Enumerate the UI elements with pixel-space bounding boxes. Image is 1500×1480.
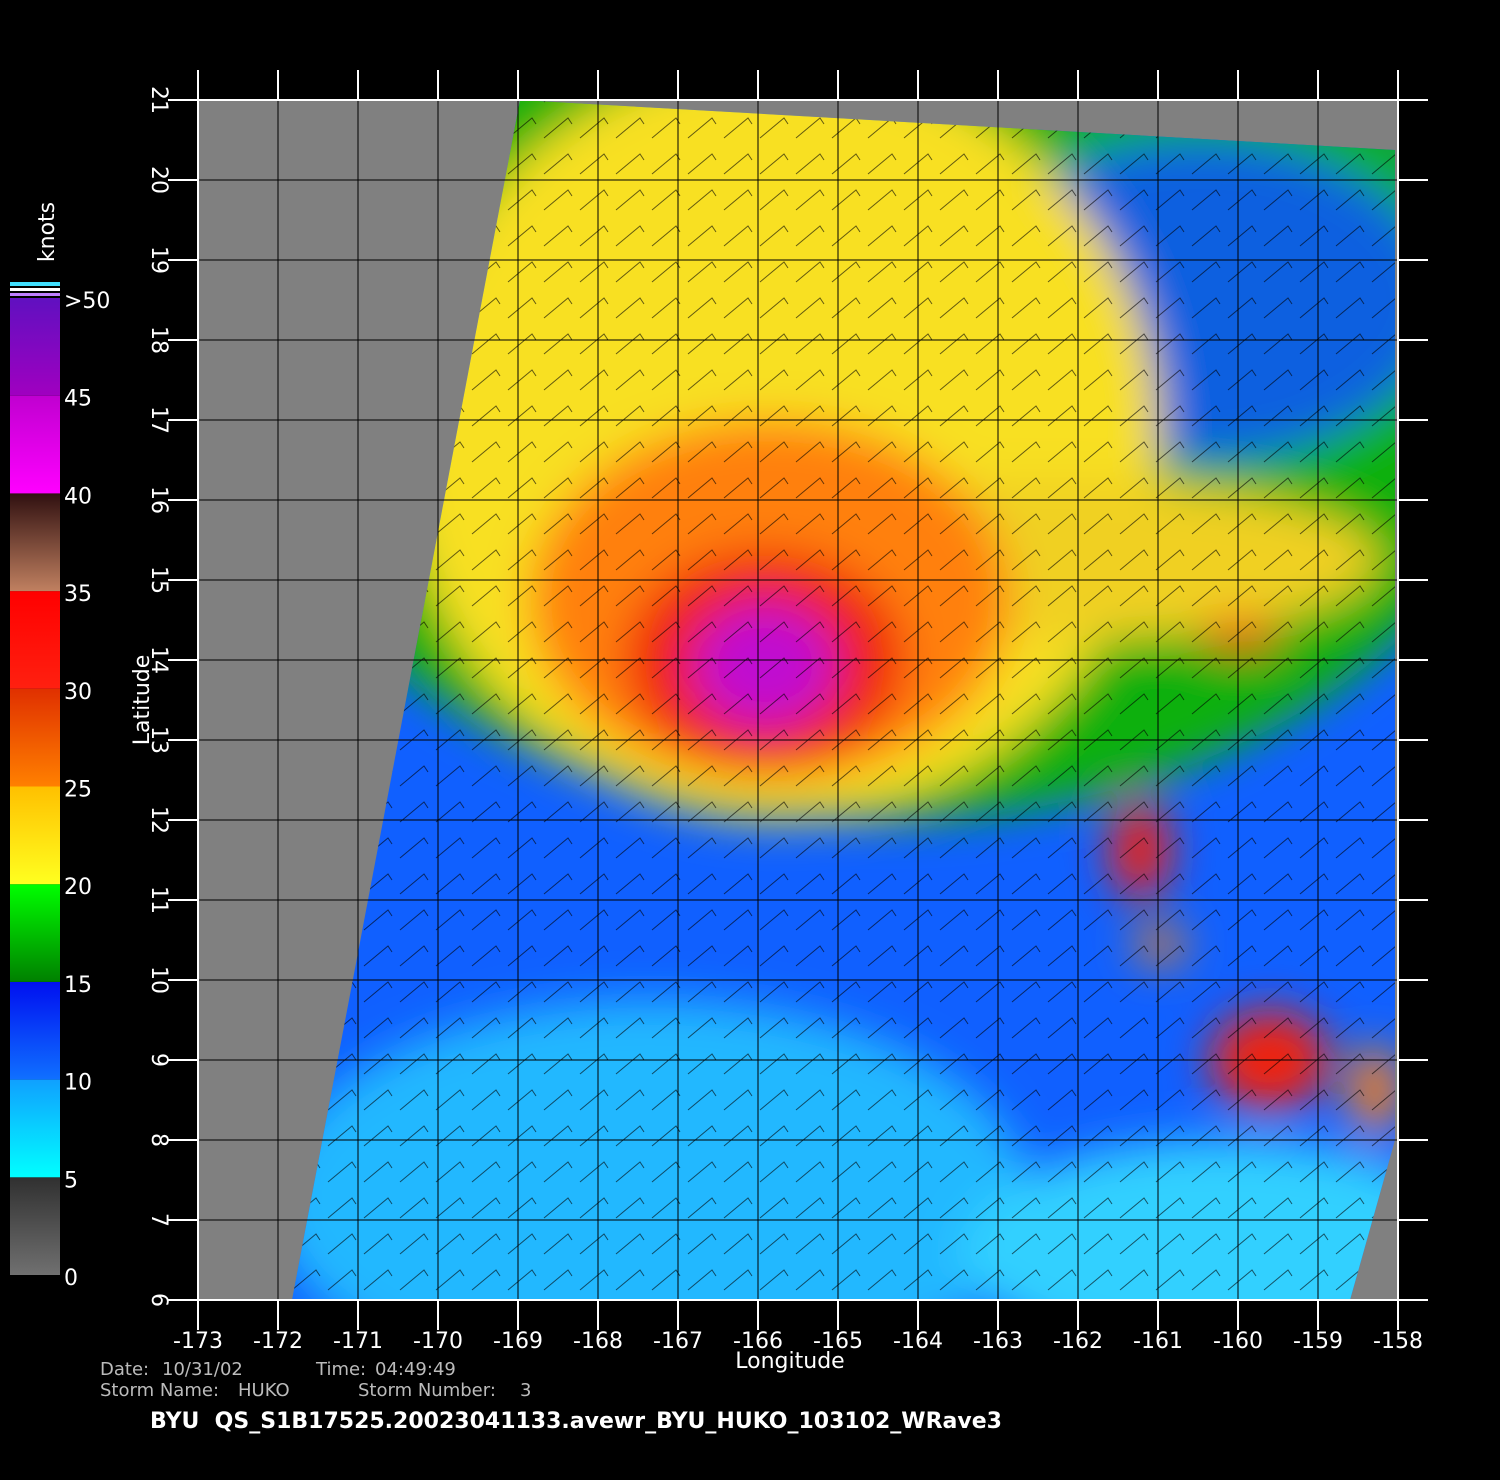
colorbar-label: >50 — [64, 289, 110, 314]
x-tick-label: -165 — [813, 1329, 863, 1354]
date-label: Date: — [100, 1359, 149, 1380]
y-tick-label: 19 — [146, 246, 171, 274]
colorbar-segment — [10, 786, 60, 885]
colorbar-label: 30 — [64, 680, 92, 705]
y-tick-label: 17 — [146, 406, 171, 434]
x-tick-label: -158 — [1373, 1329, 1423, 1354]
x-axis-title: Longitude — [735, 1349, 844, 1374]
colorbar-label: 20 — [64, 875, 92, 900]
y-tick-label: 15 — [146, 566, 171, 594]
plot-frame — [197, 99, 1399, 1301]
y-tick-label: 16 — [146, 486, 171, 514]
x-tick-label: -167 — [653, 1329, 703, 1354]
product-title: BYU QS_S1B17525.20023041133.avewr_BYU_HU… — [150, 1409, 1002, 1434]
y-tick-label: 11 — [146, 886, 171, 914]
colorbar-label: 25 — [64, 778, 92, 803]
colorbar-segment — [10, 981, 60, 1080]
x-tick-label: -169 — [493, 1329, 543, 1354]
storm-number: 3 — [520, 1380, 531, 1401]
y-tick-label: 13 — [146, 726, 171, 754]
x-tick-label: -173 — [173, 1329, 223, 1354]
y-tick-label: 7 — [146, 1213, 171, 1227]
colorbar-segment — [10, 884, 60, 982]
colorbar-label: 5 — [64, 1168, 78, 1193]
colorbar-segment — [10, 1079, 60, 1178]
storm-name-label: Storm Name: — [100, 1380, 219, 1401]
x-tick-label: -170 — [413, 1329, 463, 1354]
y-axis-title: Latitude — [130, 655, 155, 746]
colorbar-label: 0 — [64, 1266, 78, 1291]
x-tick-label: -160 — [1213, 1329, 1263, 1354]
y-tick-label: 18 — [146, 326, 171, 354]
colorbar-label: 35 — [64, 582, 92, 607]
storm-number-label: Storm Number: — [358, 1380, 496, 1401]
y-tick-label: 21 — [146, 86, 171, 114]
y-tick-label: 6 — [146, 1293, 171, 1307]
wind-speed-image — [292, 100, 1395, 1300]
y-tick-label: 10 — [146, 966, 171, 994]
x-tick-label: -166 — [733, 1329, 783, 1354]
colorbar-segment — [10, 493, 60, 592]
x-tick-label: -163 — [973, 1329, 1023, 1354]
time-label: Time: — [315, 1359, 366, 1380]
x-tick-label: -171 — [333, 1329, 383, 1354]
date: 10/31/02 — [162, 1359, 243, 1380]
colorbar-segment — [10, 298, 60, 396]
colorbar-label: 10 — [64, 1071, 92, 1096]
colorbar-label: 40 — [64, 484, 92, 509]
colorbar-cap — [10, 282, 60, 286]
colorbar-segment — [10, 591, 60, 689]
time: 04:49:49 — [375, 1359, 456, 1380]
x-tick-label: -161 — [1133, 1329, 1183, 1354]
colorbar-label: 45 — [64, 387, 92, 412]
colorbar-cap — [10, 293, 60, 296]
storm-name: HUKO — [238, 1380, 290, 1401]
colorbar-segment — [10, 1177, 60, 1275]
y-tick-label: 8 — [146, 1133, 171, 1147]
colorbar-segment — [10, 688, 60, 787]
x-tick-label: -162 — [1053, 1329, 1103, 1354]
colorbar-title: knots — [35, 202, 60, 262]
y-tick-label: 12 — [146, 806, 171, 834]
colorbar-label: 15 — [64, 973, 92, 998]
x-tick-label: -168 — [573, 1329, 623, 1354]
colorbar-cap — [10, 288, 60, 291]
colorbar-segment — [10, 395, 60, 494]
x-tick-label: -172 — [253, 1329, 303, 1354]
y-tick-label: 9 — [146, 1053, 171, 1067]
x-tick-label: -159 — [1293, 1329, 1343, 1354]
x-tick-label: -164 — [893, 1329, 943, 1354]
y-tick-label: 20 — [146, 166, 171, 194]
y-tick-label: 14 — [146, 646, 171, 674]
